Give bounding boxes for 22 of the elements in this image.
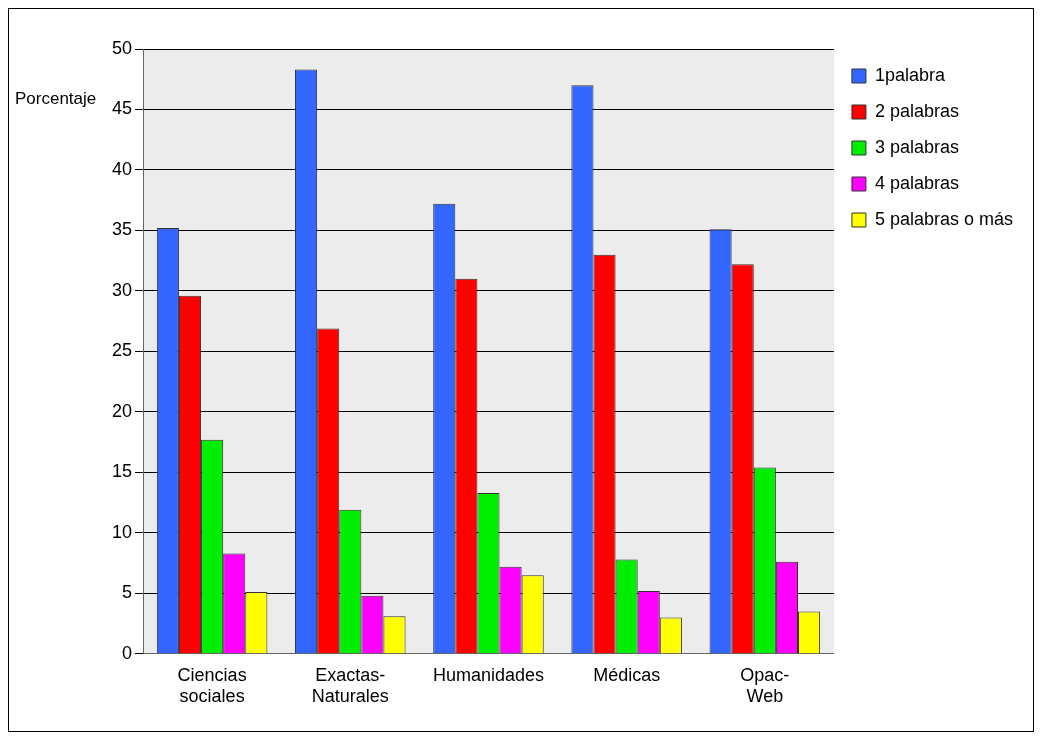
x-tick-label: Médicas bbox=[593, 664, 661, 685]
y-tick-label: 50 bbox=[111, 37, 133, 58]
legend-label: 2 palabras bbox=[874, 100, 959, 121]
x-tick-label: Exactas-Naturales bbox=[311, 664, 389, 707]
y-tick-label: 25 bbox=[111, 340, 133, 361]
y-tick-label: 15 bbox=[111, 461, 133, 482]
y-tick-label: 45 bbox=[111, 98, 133, 119]
legend-label: 3 palabras bbox=[874, 136, 959, 157]
y-tick-label: 5 bbox=[122, 582, 133, 603]
legend-label: 4 palabras bbox=[874, 172, 959, 193]
y-tick-label: 30 bbox=[111, 279, 133, 300]
y-tick-label: 35 bbox=[111, 219, 133, 240]
legend-label: 5 palabras o más bbox=[874, 208, 1013, 229]
y-tick-label: 0 bbox=[122, 642, 133, 663]
x-tick-label: Ciencias sociales bbox=[177, 664, 247, 707]
x-tick-label: Opac-Web bbox=[740, 664, 790, 707]
y-tick-label: 10 bbox=[111, 521, 133, 542]
y-tick-label: 40 bbox=[111, 158, 133, 179]
y-tick-label: 20 bbox=[111, 400, 133, 421]
y-axis-title: Porcentaje bbox=[15, 89, 97, 109]
legend-label: 1palabra bbox=[874, 64, 946, 85]
x-tick-label: Humanidades bbox=[432, 664, 545, 685]
